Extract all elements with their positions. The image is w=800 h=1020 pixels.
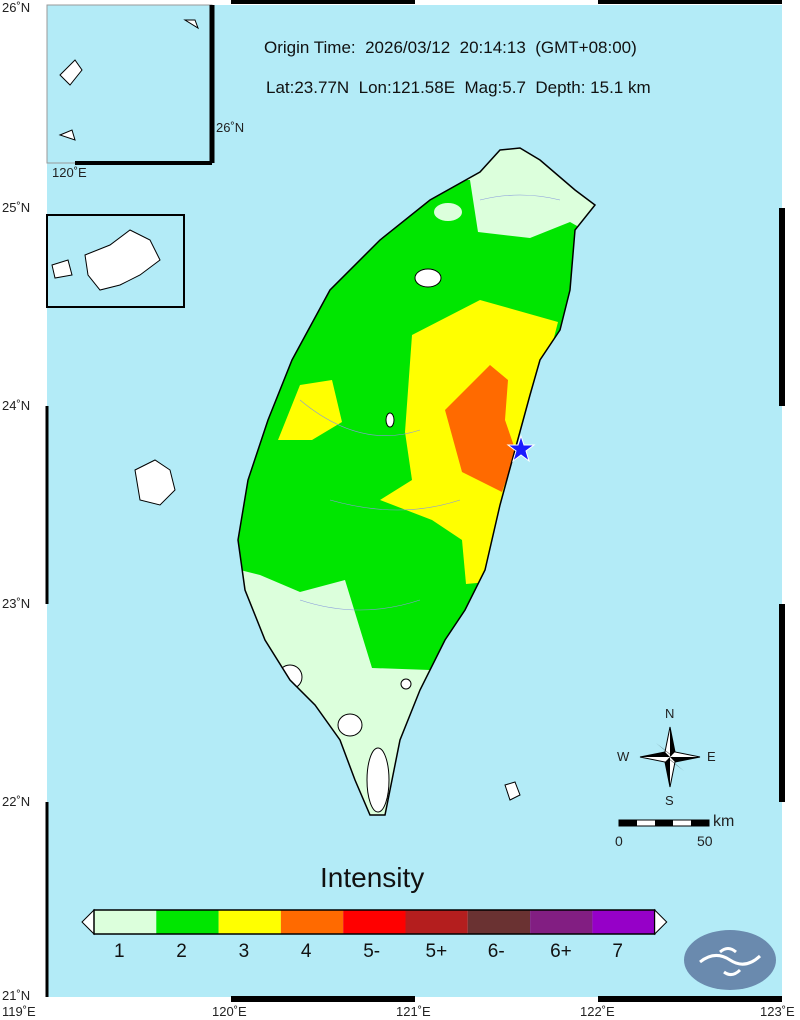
green-island [504,781,521,801]
lon-label: 123˚E [760,1004,795,1019]
colorbar-label: 5+ [425,941,448,962]
intensity-4-area [445,365,516,492]
intensity-3-area-west [278,380,342,440]
colorbar-label: 6- [487,941,505,962]
colorbar-swatch-1 [94,910,157,934]
inset-lat-label: 26˚N [216,120,245,135]
epicenter-star-icon [506,434,536,463]
colorbar-swatch-2 [156,910,219,934]
compass-rose-icon [639,726,701,788]
origin-time: Origin Time: 2026/03/12 20:14:13 (GMT+08… [264,38,637,57]
colorbar-label: 3 [238,941,250,962]
compass-e: E [707,749,716,764]
compass-w: W [617,749,630,764]
lat-label: 25˚N [2,200,31,215]
lat-label: 24˚N [2,398,31,413]
scale-bar [618,819,710,827]
colorbar-swatch-6+ [530,910,593,934]
penghu-islands [134,459,176,506]
colorbar-label: 6+ [550,941,572,962]
lat-label: 23˚N [2,596,31,611]
colorbar-label: 1 [114,941,125,962]
lat-label: 21˚N [2,988,31,1003]
colorbar-right-arrow [654,908,668,936]
colorbar-label: 2 [176,941,187,962]
legend-title: Intensity [320,862,425,893]
compass-s: S [665,793,674,808]
colorbar-swatch-3 [218,910,281,934]
lon-label: 119˚E [2,1004,36,1019]
colorbar-swatch-6- [467,910,531,934]
colorbar-label: 4 [300,941,312,962]
colorbar-swatch-7 [592,910,655,934]
map-frame [231,0,785,1002]
colorbar-swatch-5+ [405,910,468,934]
inset-lon-label: 120˚E [52,165,87,180]
scale-start: 0 [615,833,623,849]
lon-label: 120˚E [212,1004,247,1019]
event-details: Lat:23.77N Lon:121.58E Mag:5.7 Depth: 15… [266,78,651,97]
colorbar-label: 7 [612,941,623,962]
colorbar-swatch-5- [343,910,406,934]
colorbar-label: 5- [363,941,381,962]
lon-label: 122˚E [580,1004,615,1019]
scale-unit: km [713,813,735,830]
intensity-colorbar [81,908,668,936]
scale-end: 50 [697,833,713,849]
compass-n: N [665,706,675,721]
lon-label: 121˚E [396,1004,431,1019]
colorbar-swatch-4 [280,910,344,934]
lat-label: 26˚N [2,0,31,15]
lat-label: 22˚N [2,794,31,809]
